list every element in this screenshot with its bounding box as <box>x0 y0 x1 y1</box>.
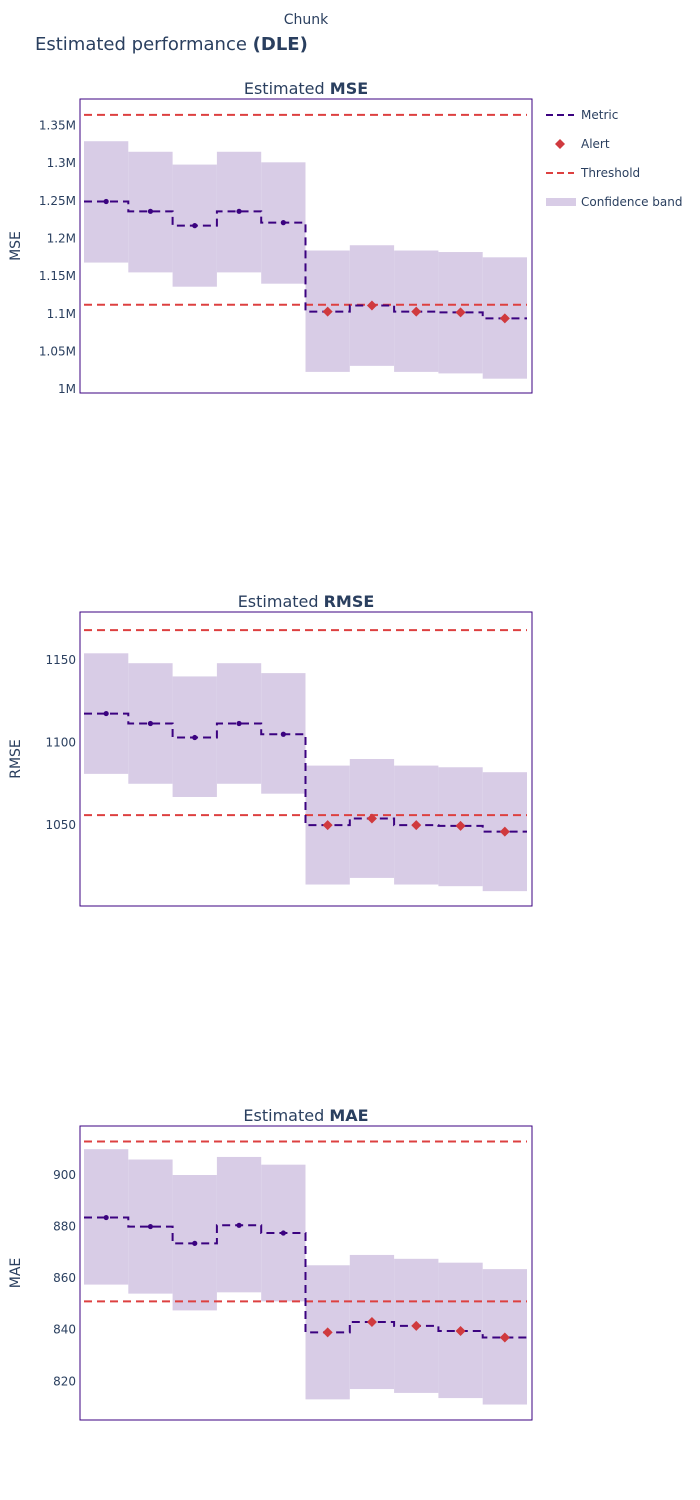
y-tick-label: 1.25M <box>39 194 76 208</box>
metric-point <box>236 720 242 727</box>
y-tick-label: 1150 <box>45 653 76 667</box>
y-tick-label: 820 <box>53 1374 76 1388</box>
legend: Metric Alert Threshold Confidence band <box>546 108 682 209</box>
alert-marker <box>366 1317 377 1327</box>
chart-mse: 1M1.05M1.1M1.15M1.2M1.25M1.3M1.35MMSEEst… <box>8 79 533 396</box>
metric-step-line <box>84 712 527 833</box>
legend-item-metric: Metric <box>546 108 618 122</box>
legend-label-alert: Alert <box>581 137 610 151</box>
legend-item-band: Confidence band <box>546 195 682 209</box>
plot-frame <box>79 98 533 394</box>
y-axis-label: RMSE <box>8 739 24 779</box>
metric-point <box>192 734 198 741</box>
subplot-title-bold: MAE <box>329 1106 368 1125</box>
subplot-title: Estimated RMSE <box>238 592 375 611</box>
y-tick-label: 880 <box>53 1220 76 1234</box>
y-tick-label: 1.05M <box>39 345 76 359</box>
metric-point <box>147 1223 154 1230</box>
alert-marker <box>499 1332 510 1343</box>
metric-step-line <box>84 1216 527 1339</box>
subplot-title: Estimated MAE <box>243 1106 368 1125</box>
metric-point <box>192 223 198 229</box>
alert-marker <box>455 1326 466 1337</box>
chunk-axis-label: Chunk <box>284 12 329 28</box>
subplot-title-prefix: Estimated <box>244 79 330 98</box>
metric-step-line <box>84 200 527 320</box>
legend-item-threshold: Threshold <box>546 166 640 180</box>
y-tick-label: 1.35M <box>39 118 76 132</box>
alert-marker <box>366 813 377 824</box>
page-title: Estimated performance (DLE) <box>35 34 308 55</box>
plot-frame <box>79 611 533 907</box>
metric-point <box>147 208 154 214</box>
subplot-title-prefix: Estimated <box>238 592 324 611</box>
y-tick-label: 1.1M <box>47 307 76 321</box>
y-tick-label: 1.2M <box>47 231 76 245</box>
metric-point <box>103 1214 109 1221</box>
alert-marker <box>322 306 333 317</box>
subplot-title-bold: MSE <box>330 79 368 98</box>
alert-marker <box>411 820 422 831</box>
alert-marker <box>499 826 510 837</box>
metric-point <box>103 198 109 205</box>
alert-marker <box>499 313 510 324</box>
page-title-bold: (DLE) <box>253 34 308 55</box>
y-tick-label: 1100 <box>45 735 76 749</box>
page-title-prefix: Estimated performance <box>35 34 253 55</box>
subplot-title-bold: RMSE <box>324 592 375 611</box>
alert-marker <box>366 300 377 311</box>
legend-item-alert: Alert <box>555 137 610 151</box>
legend-label-threshold: Threshold <box>580 166 640 180</box>
y-tick-label: 1.15M <box>39 269 76 283</box>
legend-label-metric: Metric <box>581 108 618 122</box>
y-axis-label: MAE <box>8 1258 24 1289</box>
subplot-title-prefix: Estimated <box>243 1106 329 1125</box>
metric-point <box>236 1222 242 1228</box>
legend-band-swatch <box>546 198 576 206</box>
metric-point <box>192 1240 198 1246</box>
metric-point <box>103 710 109 717</box>
charts: 1M1.05M1.1M1.15M1.2M1.25M1.3M1.35MMSEEst… <box>8 79 533 1421</box>
alert-marker <box>411 306 422 317</box>
legend-alert-swatch <box>555 139 565 149</box>
alert-marker <box>322 1327 333 1338</box>
y-tick-label: 1.3M <box>47 156 76 170</box>
metric-point <box>280 220 286 226</box>
y-tick-label: 900 <box>53 1168 76 1182</box>
metric-point <box>236 208 242 214</box>
subplot-title: Estimated MSE <box>244 79 368 98</box>
metric-point <box>280 731 286 737</box>
metric-point <box>280 1230 286 1236</box>
y-tick-label: 860 <box>53 1271 76 1285</box>
alert-marker <box>322 820 333 831</box>
alert-marker <box>455 307 466 318</box>
plot-frame <box>79 1125 533 1421</box>
metric-point <box>147 720 154 727</box>
y-tick-label: 1M <box>58 382 76 396</box>
y-axis-label: MSE <box>8 231 24 261</box>
y-tick-label: 840 <box>53 1323 76 1337</box>
legend-label-band: Confidence band <box>581 195 682 209</box>
alert-marker <box>455 820 466 831</box>
y-tick-label: 1050 <box>45 818 76 832</box>
alert-marker <box>411 1320 422 1331</box>
